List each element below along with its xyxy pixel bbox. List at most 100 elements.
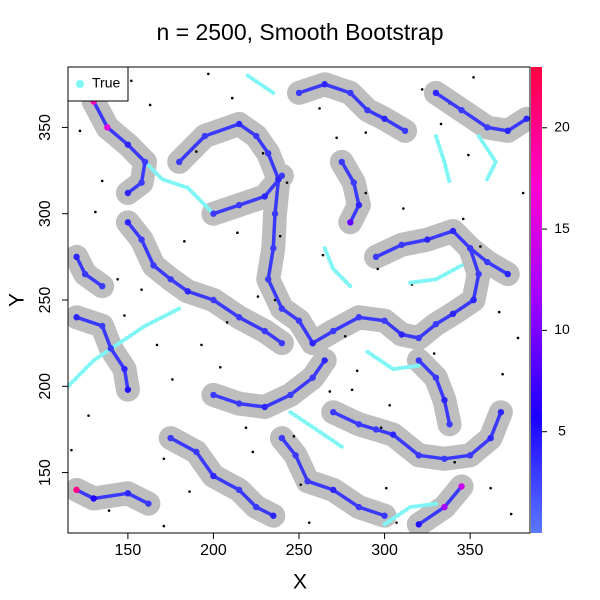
filament-point <box>292 452 299 459</box>
filament-point <box>355 503 363 511</box>
data-point <box>350 388 354 392</box>
filament-point <box>278 434 286 442</box>
data-point <box>251 450 255 454</box>
filament-point <box>107 345 114 352</box>
x-tick-label: 350 <box>457 542 484 559</box>
filament-point <box>487 434 494 442</box>
colorbar-tick-label: 15 <box>554 220 570 236</box>
y-axis-label: Y <box>6 293 29 307</box>
filament-point <box>271 210 279 217</box>
filament-point <box>81 270 89 278</box>
filament-point <box>398 241 405 248</box>
data-point <box>467 153 470 157</box>
y-tick-label: 200 <box>37 373 54 400</box>
data-point <box>328 390 332 393</box>
legend-label: True <box>92 75 120 91</box>
filament-point <box>210 391 217 399</box>
data-point <box>100 179 104 183</box>
filament-point <box>73 253 80 261</box>
filament-point <box>497 408 505 416</box>
filament-point <box>304 478 311 485</box>
data-point <box>230 96 234 100</box>
filament-point <box>347 89 354 97</box>
data-point <box>70 448 73 452</box>
data-point <box>123 314 126 317</box>
data-point <box>321 253 325 257</box>
filament-point <box>167 434 174 442</box>
filament-point <box>523 115 530 122</box>
filament-point <box>73 314 80 321</box>
filament-point <box>138 179 145 186</box>
x-tick-label: 200 <box>200 542 227 559</box>
filament-point <box>235 400 243 407</box>
filament-point <box>124 189 132 197</box>
filament-point <box>295 317 303 324</box>
filament-point <box>124 141 132 148</box>
filament-point <box>235 486 243 494</box>
data-point <box>364 131 368 134</box>
data-point <box>225 321 229 324</box>
filament-point <box>398 331 405 338</box>
data-point <box>183 240 186 243</box>
data-point <box>402 207 405 210</box>
filament-point <box>449 310 457 318</box>
data-point <box>218 366 222 369</box>
filament-point <box>381 115 388 122</box>
filament-point <box>235 314 243 321</box>
filament-point <box>458 106 465 114</box>
filament-point <box>265 276 272 283</box>
x-axis-label: X <box>293 571 307 594</box>
data-point <box>87 414 90 417</box>
data-point <box>355 369 359 373</box>
filament-point <box>355 314 363 321</box>
data-point <box>162 524 166 528</box>
data-point <box>299 483 303 486</box>
filament-point <box>355 201 363 209</box>
filament-point <box>121 365 128 373</box>
filament-point <box>210 296 217 304</box>
filament-point <box>73 486 80 494</box>
data-point <box>256 295 260 298</box>
data-point <box>162 457 166 461</box>
data-point <box>236 231 239 234</box>
data-point <box>388 403 391 407</box>
filament-point <box>124 386 132 393</box>
data-point <box>285 181 289 184</box>
filament-point <box>278 339 286 347</box>
filament-point <box>415 334 422 342</box>
filament-point <box>441 455 448 462</box>
filament-point <box>338 158 345 166</box>
data-point <box>439 122 443 126</box>
filament-point <box>270 245 277 252</box>
filament-point <box>424 236 431 243</box>
filament-point <box>504 270 511 278</box>
filament-point <box>99 322 106 330</box>
data-point <box>379 426 383 430</box>
filament-point <box>504 127 511 135</box>
data-point <box>188 490 191 493</box>
filament-point <box>235 201 243 209</box>
data-point <box>479 245 482 248</box>
plot-area <box>68 72 530 533</box>
data-point <box>384 486 388 490</box>
data-point <box>516 336 520 340</box>
data-point <box>501 372 504 376</box>
filament-point <box>401 127 409 135</box>
data-point <box>318 107 321 110</box>
filament-point <box>449 227 457 235</box>
data-point <box>343 334 347 338</box>
filament-point <box>415 521 422 528</box>
data-point <box>509 512 513 516</box>
data-point <box>116 277 119 281</box>
filament-point <box>321 357 328 364</box>
filament-point <box>99 282 106 290</box>
filament-point <box>141 158 149 166</box>
data-point <box>148 103 152 107</box>
legend-marker <box>76 80 84 88</box>
colorbar-tick-label: 5 <box>558 422 566 438</box>
filament-point <box>432 374 440 381</box>
data-point <box>497 310 501 314</box>
data-point <box>278 234 282 238</box>
filament-point <box>309 374 316 381</box>
